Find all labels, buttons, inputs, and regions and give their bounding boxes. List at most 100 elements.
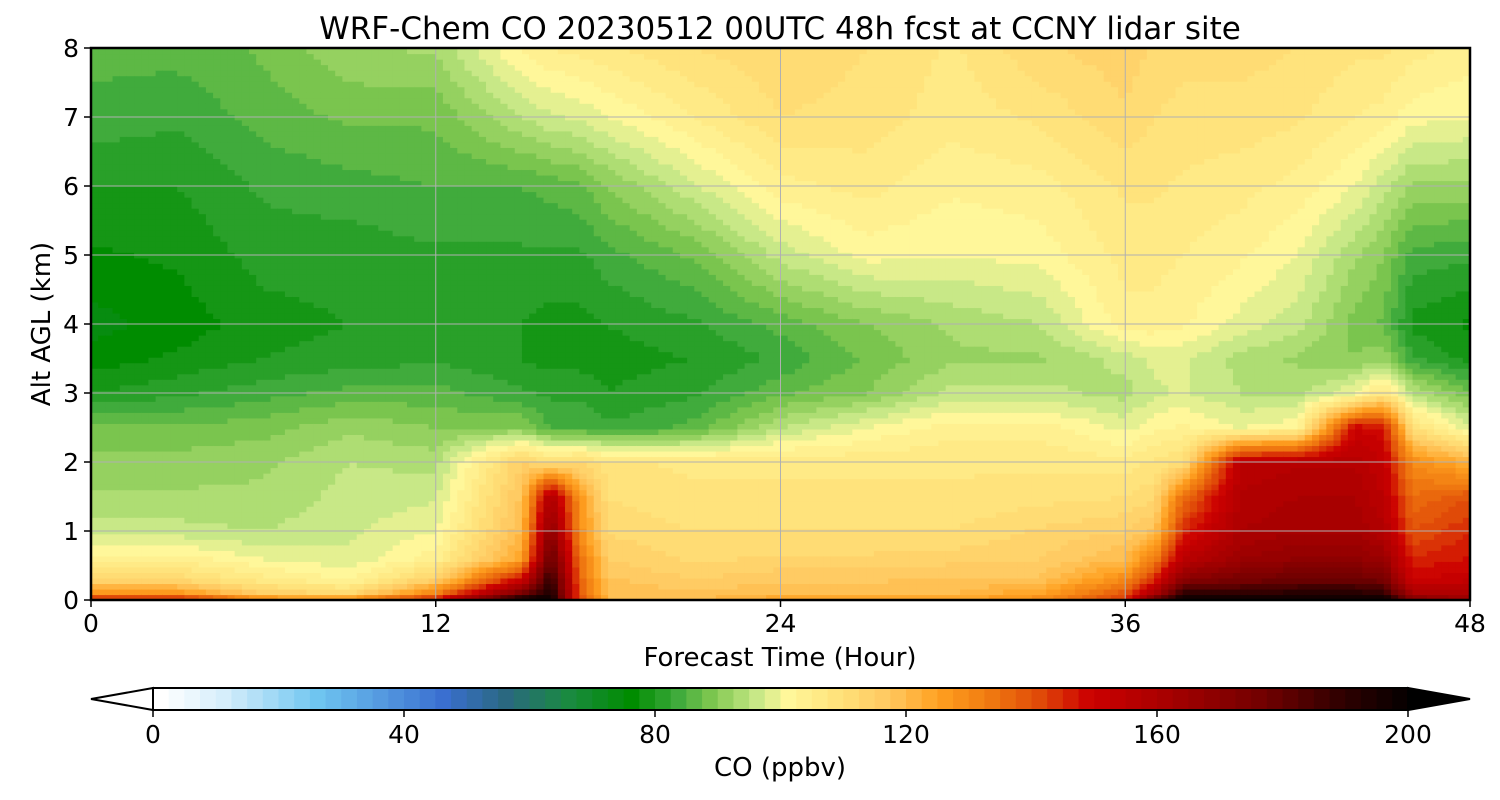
heatmap-cell xyxy=(141,544,150,551)
heatmap-cell xyxy=(399,70,408,77)
heatmap-cell xyxy=(335,75,343,82)
heatmap-cell xyxy=(177,434,185,441)
heatmap-cell xyxy=(320,169,329,176)
heatmap-cell xyxy=(270,555,279,562)
heatmap-cell xyxy=(112,484,121,491)
heatmap-cell xyxy=(335,324,343,331)
heatmap-cell xyxy=(170,511,178,518)
heatmap-cell xyxy=(313,594,322,601)
heatmap-cell xyxy=(292,290,300,297)
heatmap-cell xyxy=(414,445,422,452)
heatmap-cell xyxy=(198,506,207,513)
heatmap-cell xyxy=(407,70,415,77)
heatmap-cell xyxy=(98,555,106,562)
heatmap-cell xyxy=(155,511,164,518)
heatmap-cell xyxy=(184,566,193,573)
heatmap-cell xyxy=(256,456,264,463)
heatmap-cell xyxy=(399,263,408,270)
heatmap-cell xyxy=(220,152,229,159)
heatmap-cell xyxy=(414,197,422,204)
heatmap-cell xyxy=(342,202,351,209)
heatmap-cell xyxy=(227,362,236,369)
heatmap-cell xyxy=(256,522,264,529)
heatmap-cell xyxy=(177,197,185,204)
heatmap-cell xyxy=(205,81,214,88)
heatmap-cell xyxy=(292,489,300,496)
heatmap-cell xyxy=(414,92,422,99)
heatmap-cell xyxy=(112,174,121,182)
heatmap-cell xyxy=(442,583,451,590)
heatmap-cell xyxy=(299,285,308,292)
heatmap-cell xyxy=(170,467,178,474)
plot-area xyxy=(89,46,1472,602)
heatmap-cell xyxy=(148,346,157,353)
heatmap-cell xyxy=(349,335,358,342)
heatmap-cell xyxy=(371,152,379,159)
heatmap-cell xyxy=(112,445,121,452)
heatmap-cell xyxy=(205,202,214,209)
heatmap-cell xyxy=(428,550,437,557)
heatmap-cell xyxy=(198,368,207,375)
heatmap-cell xyxy=(263,384,272,391)
heatmap-cell xyxy=(249,324,257,331)
heatmap-cell xyxy=(356,186,365,193)
heatmap-cell xyxy=(356,230,365,237)
heatmap-cell xyxy=(162,417,171,424)
heatmap-cell xyxy=(292,224,300,231)
heatmap-cell xyxy=(371,473,379,480)
heatmap-cell xyxy=(299,119,308,126)
heatmap-cell xyxy=(342,130,351,137)
heatmap-cell xyxy=(162,362,171,369)
heatmap-cell xyxy=(320,163,329,171)
heatmap-cell xyxy=(241,357,250,364)
heatmap-cell xyxy=(105,81,114,88)
heatmap-cell xyxy=(105,64,114,71)
heatmap-cell xyxy=(292,108,300,115)
heatmap-cell xyxy=(227,125,236,132)
heatmap-cell xyxy=(335,351,343,358)
heatmap-cell xyxy=(241,439,250,447)
heatmap-cell xyxy=(277,500,286,507)
heatmap-cell xyxy=(234,439,243,447)
heatmap-cell xyxy=(342,395,351,402)
heatmap-cell xyxy=(399,235,408,242)
heatmap-cell xyxy=(270,423,279,430)
heatmap-cell xyxy=(299,263,308,270)
heatmap-cell xyxy=(356,324,365,331)
heatmap-cell xyxy=(263,351,272,358)
heatmap-cell xyxy=(435,412,444,419)
heatmap-cell xyxy=(155,208,164,215)
heatmap-cell xyxy=(105,180,114,187)
heatmap-cell xyxy=(306,208,315,215)
heatmap-cell xyxy=(249,141,257,148)
heatmap-cell xyxy=(263,522,272,529)
heatmap-cell xyxy=(105,53,114,60)
heatmap-cell xyxy=(198,456,207,463)
heatmap-cell xyxy=(249,81,257,88)
heatmap-cell xyxy=(284,92,293,99)
heatmap-cell xyxy=(306,163,315,171)
heatmap-cell xyxy=(249,517,257,524)
heatmap-cell xyxy=(292,395,300,402)
heatmap-cell xyxy=(198,169,207,176)
heatmap-cell xyxy=(313,318,322,325)
heatmap-cell xyxy=(335,368,343,375)
heatmap-cell xyxy=(299,577,308,585)
heatmap-cell xyxy=(256,384,264,391)
heatmap-cell xyxy=(371,384,379,391)
heatmap-cell xyxy=(148,594,157,601)
heatmap-cell xyxy=(306,473,315,480)
heatmap-cell xyxy=(148,583,157,590)
heatmap-cell xyxy=(134,230,142,237)
heatmap-cell xyxy=(284,169,293,176)
heatmap-cell xyxy=(213,219,221,226)
heatmap-cell xyxy=(277,312,286,320)
heatmap-cell xyxy=(414,285,422,292)
heatmap-cell xyxy=(356,594,365,601)
heatmap-cell xyxy=(141,219,150,226)
heatmap-cell xyxy=(205,130,214,137)
heatmap-cell xyxy=(385,533,394,540)
heatmap-cell xyxy=(220,572,229,579)
heatmap-cell xyxy=(263,224,272,231)
heatmap-cell xyxy=(284,208,293,215)
